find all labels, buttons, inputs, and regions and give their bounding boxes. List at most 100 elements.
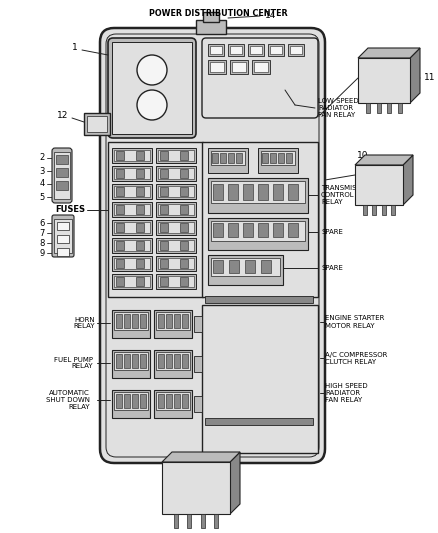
Bar (208, 148, 248, 173)
Bar (160, 241, 168, 250)
Bar (252, 60, 270, 74)
Bar (124, 394, 130, 408)
Bar (358, 58, 410, 103)
Bar (230, 46, 242, 54)
Bar (180, 277, 188, 286)
Text: 10: 10 (357, 150, 368, 159)
Bar (211, 151, 245, 165)
Bar (116, 314, 122, 328)
Bar (203, 12, 219, 22)
Bar (156, 184, 196, 199)
Text: 11: 11 (424, 72, 435, 82)
Text: SPARE: SPARE (321, 229, 343, 235)
Bar (156, 238, 196, 253)
Bar (124, 354, 130, 368)
Polygon shape (355, 155, 413, 165)
Text: 9: 9 (40, 248, 45, 257)
Bar (57, 235, 69, 243)
Bar (136, 169, 144, 178)
Bar (160, 259, 168, 268)
Bar (56, 168, 68, 177)
Bar (124, 314, 130, 328)
Bar (112, 166, 152, 181)
Bar (211, 181, 305, 203)
FancyBboxPatch shape (202, 38, 318, 118)
Bar (158, 258, 194, 269)
Bar (270, 46, 282, 54)
Bar (180, 241, 188, 250)
Bar (270, 153, 276, 163)
Bar (158, 240, 194, 251)
Bar (156, 312, 190, 330)
Bar (258, 184, 268, 200)
Bar (210, 46, 222, 54)
Bar (180, 169, 188, 178)
Bar (261, 151, 295, 165)
Bar (116, 354, 122, 368)
Bar (212, 153, 218, 163)
Bar (114, 352, 148, 370)
Text: LOW SPEED
RADIATOR
FAN RELAY: LOW SPEED RADIATOR FAN RELAY (318, 98, 359, 118)
FancyBboxPatch shape (108, 38, 196, 138)
Bar (201, 514, 205, 528)
Bar (114, 258, 150, 269)
Bar (158, 222, 194, 233)
Bar (132, 354, 138, 368)
Bar (112, 202, 152, 217)
Bar (278, 153, 284, 163)
Bar (116, 169, 124, 178)
Bar (114, 150, 150, 161)
Text: AUTOMATIC
SHUT DOWN
RELAY: AUTOMATIC SHUT DOWN RELAY (46, 390, 90, 410)
Bar (114, 168, 150, 179)
Bar (57, 248, 69, 256)
Bar (213, 260, 223, 273)
Text: 1: 1 (72, 44, 78, 52)
Polygon shape (162, 452, 240, 462)
Bar (213, 223, 223, 237)
Bar (132, 394, 138, 408)
FancyBboxPatch shape (100, 28, 325, 463)
Bar (116, 394, 122, 408)
Text: FUEL PUMP
RELAY: FUEL PUMP RELAY (54, 357, 93, 369)
Bar (154, 350, 192, 378)
FancyBboxPatch shape (52, 215, 74, 257)
Text: HORN
RELAY: HORN RELAY (74, 317, 95, 329)
Bar (290, 46, 302, 54)
Bar (136, 151, 144, 160)
Bar (166, 354, 172, 368)
Text: 6: 6 (39, 219, 45, 228)
Bar (210, 62, 224, 72)
Bar (243, 184, 253, 200)
Text: 2: 2 (40, 154, 45, 163)
Bar (182, 354, 188, 368)
Bar (57, 222, 69, 230)
Text: A/C COMPRESSOR
CLUTCH RELAY: A/C COMPRESSOR CLUTCH RELAY (325, 351, 387, 365)
Bar (112, 238, 152, 253)
Bar (286, 153, 292, 163)
Bar (140, 314, 146, 328)
Bar (160, 277, 168, 286)
Bar (56, 155, 68, 164)
Bar (112, 310, 150, 338)
Bar (367, 103, 371, 113)
Bar (392, 205, 396, 215)
Bar (182, 394, 188, 408)
Bar (387, 103, 391, 113)
Circle shape (137, 55, 167, 85)
Polygon shape (358, 48, 420, 58)
Bar (213, 184, 223, 200)
Bar (258, 223, 268, 237)
Bar (156, 392, 190, 410)
Bar (166, 314, 172, 328)
Bar (182, 314, 188, 328)
Bar (156, 256, 196, 271)
Bar (54, 152, 70, 199)
Bar (194, 356, 202, 372)
Bar (160, 223, 168, 232)
Bar (229, 260, 239, 273)
Bar (273, 184, 283, 200)
Bar (112, 350, 150, 378)
Bar (262, 153, 268, 163)
Bar (187, 514, 191, 528)
Bar (180, 187, 188, 196)
